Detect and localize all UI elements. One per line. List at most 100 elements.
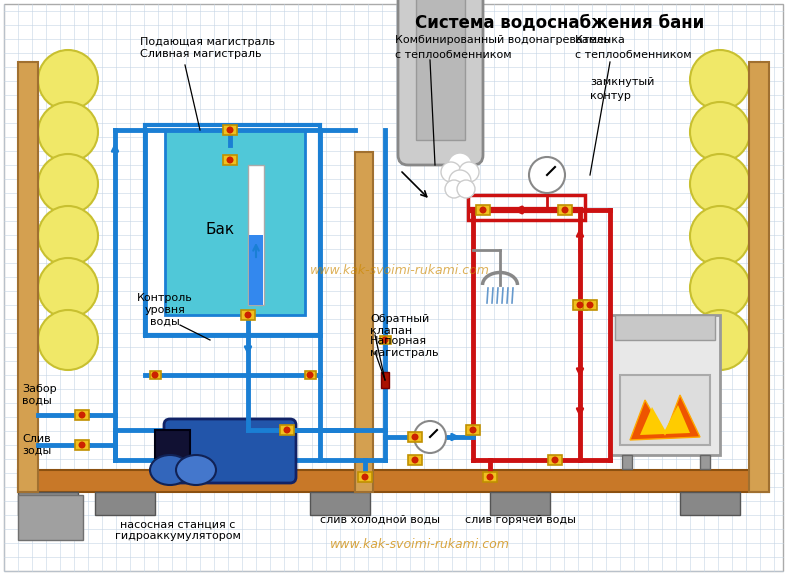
Bar bbox=[381, 372, 389, 388]
Bar bbox=[150, 371, 161, 379]
Bar bbox=[18, 470, 769, 492]
Bar bbox=[622, 455, 632, 469]
Text: www.kak-svoimi-rukami.com: www.kak-svoimi-rukami.com bbox=[330, 539, 510, 551]
Bar bbox=[75, 440, 89, 450]
Bar bbox=[249, 235, 263, 305]
Ellipse shape bbox=[176, 455, 216, 485]
Text: замкнутый: замкнутый bbox=[590, 77, 654, 87]
FancyBboxPatch shape bbox=[398, 0, 483, 165]
Circle shape bbox=[414, 421, 446, 453]
Circle shape bbox=[412, 457, 419, 463]
Text: контур: контур bbox=[590, 91, 631, 101]
Text: Бак: Бак bbox=[205, 223, 235, 237]
Bar bbox=[573, 300, 587, 310]
Circle shape bbox=[38, 50, 98, 110]
Text: насосная станция с
гидроаккумулятором: насосная станция с гидроаккумулятором bbox=[115, 519, 241, 541]
Text: слив горячей воды: слив горячей воды bbox=[464, 515, 575, 525]
Bar bbox=[223, 125, 237, 135]
Bar bbox=[280, 425, 294, 435]
Bar bbox=[310, 492, 370, 515]
Bar bbox=[248, 165, 264, 305]
Polygon shape bbox=[640, 405, 690, 435]
Circle shape bbox=[38, 154, 98, 214]
Bar bbox=[145, 125, 320, 335]
Text: Каменка: Каменка bbox=[575, 35, 626, 45]
Circle shape bbox=[457, 180, 475, 198]
Circle shape bbox=[227, 126, 234, 133]
Circle shape bbox=[441, 162, 461, 182]
Circle shape bbox=[577, 301, 583, 309]
Text: Контроль
уровня
воды: Контроль уровня воды bbox=[137, 293, 193, 327]
Text: Напорная
магистраль: Напорная магистраль bbox=[370, 336, 438, 358]
Bar bbox=[223, 155, 237, 165]
Circle shape bbox=[486, 473, 493, 481]
Bar bbox=[18, 495, 83, 540]
Bar bbox=[18, 62, 38, 492]
Circle shape bbox=[690, 206, 750, 266]
Circle shape bbox=[470, 427, 476, 434]
Circle shape bbox=[690, 50, 750, 110]
Ellipse shape bbox=[150, 455, 190, 485]
Text: www.kak-svoimi-rukami.com: www.kak-svoimi-rukami.com bbox=[310, 263, 490, 277]
Bar bbox=[241, 310, 255, 320]
Bar bbox=[680, 492, 740, 515]
Circle shape bbox=[79, 442, 86, 448]
Bar bbox=[358, 472, 372, 482]
Bar bbox=[583, 300, 597, 310]
FancyBboxPatch shape bbox=[164, 419, 296, 483]
Bar bbox=[466, 425, 480, 435]
Circle shape bbox=[361, 473, 368, 481]
Bar bbox=[75, 410, 89, 420]
Bar bbox=[620, 375, 710, 445]
Polygon shape bbox=[630, 395, 700, 440]
Bar bbox=[610, 315, 720, 455]
Bar bbox=[155, 430, 190, 458]
Bar bbox=[355, 152, 373, 492]
Bar bbox=[408, 455, 422, 465]
Text: слив холодной воды: слив холодной воды bbox=[320, 515, 440, 525]
Circle shape bbox=[283, 427, 290, 434]
Bar bbox=[165, 130, 305, 315]
Bar bbox=[615, 315, 715, 340]
Bar bbox=[490, 492, 550, 515]
Circle shape bbox=[382, 336, 389, 343]
Circle shape bbox=[552, 457, 559, 463]
Text: Обратный
клапан: Обратный клапан bbox=[370, 314, 429, 336]
Text: Слив
зоды: Слив зоды bbox=[22, 434, 51, 456]
Circle shape bbox=[529, 157, 565, 193]
Bar bbox=[749, 62, 769, 492]
Bar bbox=[416, 0, 465, 140]
Circle shape bbox=[38, 310, 98, 370]
Text: с теплообменником: с теплообменником bbox=[395, 50, 512, 60]
Circle shape bbox=[445, 180, 463, 198]
Circle shape bbox=[561, 206, 568, 213]
Bar bbox=[548, 455, 562, 465]
Circle shape bbox=[690, 102, 750, 162]
Bar bbox=[558, 205, 572, 215]
Circle shape bbox=[38, 258, 98, 318]
Circle shape bbox=[449, 170, 471, 192]
Circle shape bbox=[38, 206, 98, 266]
Circle shape bbox=[306, 371, 313, 378]
Bar bbox=[468, 195, 585, 220]
Text: Забор
воды: Забор воды bbox=[22, 384, 57, 406]
Circle shape bbox=[690, 154, 750, 214]
Circle shape bbox=[227, 156, 234, 163]
Circle shape bbox=[79, 412, 86, 419]
Text: Система водоснабжения бани: Система водоснабжения бани bbox=[416, 13, 704, 31]
Bar bbox=[18, 492, 78, 515]
Text: Подающая магистраль
Сливная магистраль: Подающая магистраль Сливная магистраль bbox=[140, 37, 275, 59]
Bar bbox=[476, 205, 490, 215]
Text: Комбинированный водонагреватель: Комбинированный водонагреватель bbox=[395, 35, 610, 45]
Text: с теплообменником: с теплообменником bbox=[575, 50, 692, 60]
Circle shape bbox=[245, 312, 252, 319]
Bar bbox=[380, 336, 391, 344]
Circle shape bbox=[448, 153, 472, 177]
Bar bbox=[483, 472, 497, 482]
Circle shape bbox=[38, 102, 98, 162]
Circle shape bbox=[152, 371, 158, 378]
Circle shape bbox=[459, 162, 479, 182]
Circle shape bbox=[479, 206, 486, 213]
Circle shape bbox=[690, 310, 750, 370]
Circle shape bbox=[412, 434, 419, 440]
